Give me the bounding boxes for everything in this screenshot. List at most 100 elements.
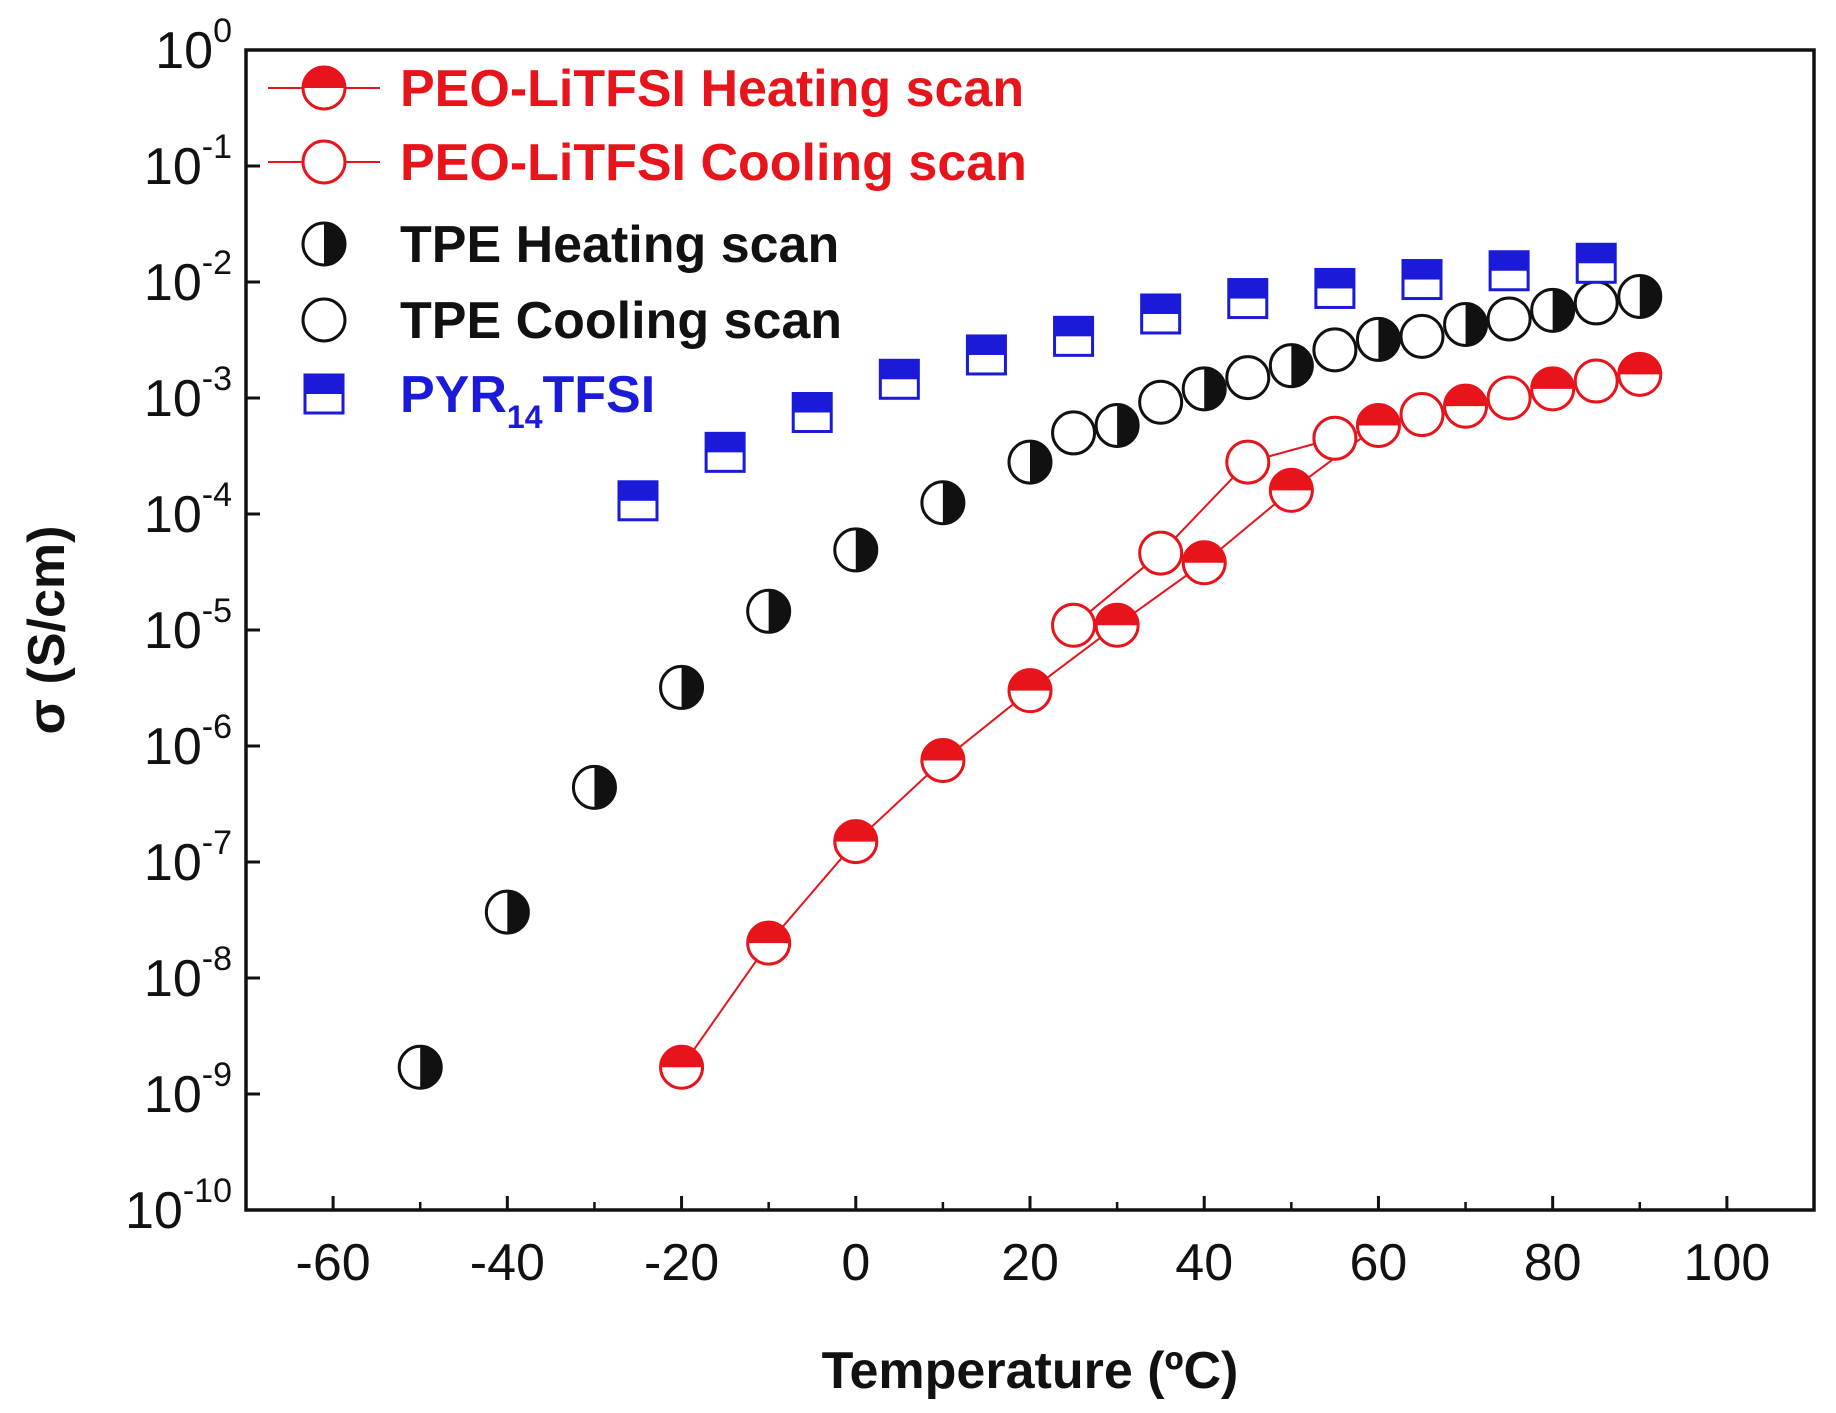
y-tick-label: 10-9 (144, 1056, 232, 1124)
x-tick-label: -60 (296, 1234, 371, 1292)
x-tick-label: 60 (1350, 1234, 1408, 1292)
y-tick-label: 10-8 (144, 940, 232, 1008)
data-point (1051, 410, 1097, 456)
data-point (617, 480, 659, 522)
legend-label-text: PEO-LiTFSI Heating scan (400, 60, 1024, 118)
data-point (397, 1044, 443, 1090)
legend-marker (301, 297, 347, 343)
data-point (1573, 358, 1619, 404)
data-point (920, 737, 966, 783)
data-point (1138, 530, 1184, 576)
y-tick-label: 10-10 (125, 1172, 232, 1240)
data-point (833, 819, 879, 865)
legend-label-text: TPE Heating scan (400, 216, 839, 274)
y-tick-exponent: -2 (202, 244, 232, 282)
y-tick-base: 10 (144, 718, 202, 776)
y-axis-title: σ (S/cm) (18, 526, 76, 735)
y-tick-exponent: -7 (202, 824, 232, 862)
data-point (1181, 366, 1227, 412)
y-tick-exponent: -9 (202, 1056, 232, 1094)
y-tick-exponent: -3 (202, 360, 232, 398)
data-point (1007, 439, 1053, 485)
data-point (1486, 296, 1532, 342)
data-point (1268, 343, 1314, 389)
data-point (1138, 379, 1184, 425)
data-point (484, 889, 530, 935)
data-point (1227, 278, 1269, 320)
data-point (1094, 602, 1140, 648)
axes: -60 -40 -20 0 20 40 60 80 10010010-110-210-310-4… (125, 12, 1816, 1292)
data-point (1268, 467, 1314, 513)
data-point (1486, 375, 1532, 421)
x-tick-label: 20 (1001, 1234, 1059, 1292)
y-tick-exponent: -10 (183, 1172, 232, 1210)
data-point (791, 391, 833, 433)
legend-label-text: TPE Cooling scan (400, 292, 842, 350)
legend-label-text: PYR (400, 366, 507, 424)
y-tick-base: 10 (144, 602, 202, 660)
y-tick-label: 10-2 (144, 244, 232, 312)
data-point (1399, 392, 1445, 438)
data-point (1443, 383, 1489, 429)
legend-label-subscript: 14 (507, 399, 543, 435)
y-tick-exponent: -5 (202, 592, 232, 630)
data-point (1617, 273, 1663, 319)
data-point (1530, 287, 1576, 333)
y-tick-base: 10 (144, 486, 202, 544)
data-point (746, 920, 792, 966)
y-tick-base: 10 (144, 1066, 202, 1124)
data-point (1617, 351, 1663, 397)
data-point (1314, 267, 1356, 309)
data-point (1051, 602, 1097, 648)
y-tick-exponent: -1 (202, 128, 232, 166)
data-point (1399, 313, 1445, 359)
data-point (833, 527, 879, 573)
x-tick-label: -40 (470, 1234, 545, 1292)
x-axis-title: Temperature (ºC) (822, 1342, 1239, 1400)
data-point (746, 588, 792, 634)
data-point (1053, 315, 1095, 357)
data-point (1443, 302, 1489, 348)
y-tick-base: 10 (144, 138, 202, 196)
data-point (1573, 280, 1619, 326)
legend: PEO-LiTFSI Heating scan PEO-LiTFSI Coolin… (268, 60, 1027, 435)
data-point (571, 764, 617, 810)
legend-marker (301, 139, 347, 185)
x-tick-label: 100 (1684, 1234, 1771, 1292)
data-point (1355, 402, 1401, 448)
data-point (1225, 439, 1271, 485)
legend-label-suffix: TFSI (543, 366, 656, 424)
data-point (704, 431, 746, 473)
data-point (1094, 402, 1140, 448)
y-tick-label: 100 (155, 12, 232, 80)
data-point (659, 664, 705, 710)
data-point (1401, 259, 1443, 301)
y-tick-exponent: -4 (202, 476, 232, 514)
y-tick-base: 10 (144, 834, 202, 892)
x-tick-label: 0 (841, 1234, 870, 1292)
data-point (1007, 668, 1053, 714)
data-point (1225, 355, 1271, 401)
legend-label: TPE Cooling scan (400, 292, 842, 350)
legend-label: TPE Heating scan (400, 216, 839, 274)
data-point (1312, 415, 1358, 461)
data-point (1312, 327, 1358, 373)
y-tick-exponent: 0 (213, 12, 232, 50)
data-point (659, 1044, 705, 1090)
y-tick-label: 10-5 (144, 592, 232, 660)
data-point (1140, 293, 1182, 335)
y-tick-label: 10-7 (144, 824, 232, 892)
y-tick-label: 10-1 (144, 128, 232, 196)
y-tick-exponent: -8 (202, 940, 232, 978)
legend-marker (303, 373, 345, 415)
legend-marker (301, 65, 347, 111)
y-tick-base: 10 (144, 254, 202, 312)
y-tick-label: 10-3 (144, 360, 232, 428)
data-point (1355, 316, 1401, 362)
x-tick-label: -20 (644, 1234, 719, 1292)
y-tick-label: 10-6 (144, 708, 232, 776)
data-point (1181, 540, 1227, 586)
data-point (920, 480, 966, 526)
